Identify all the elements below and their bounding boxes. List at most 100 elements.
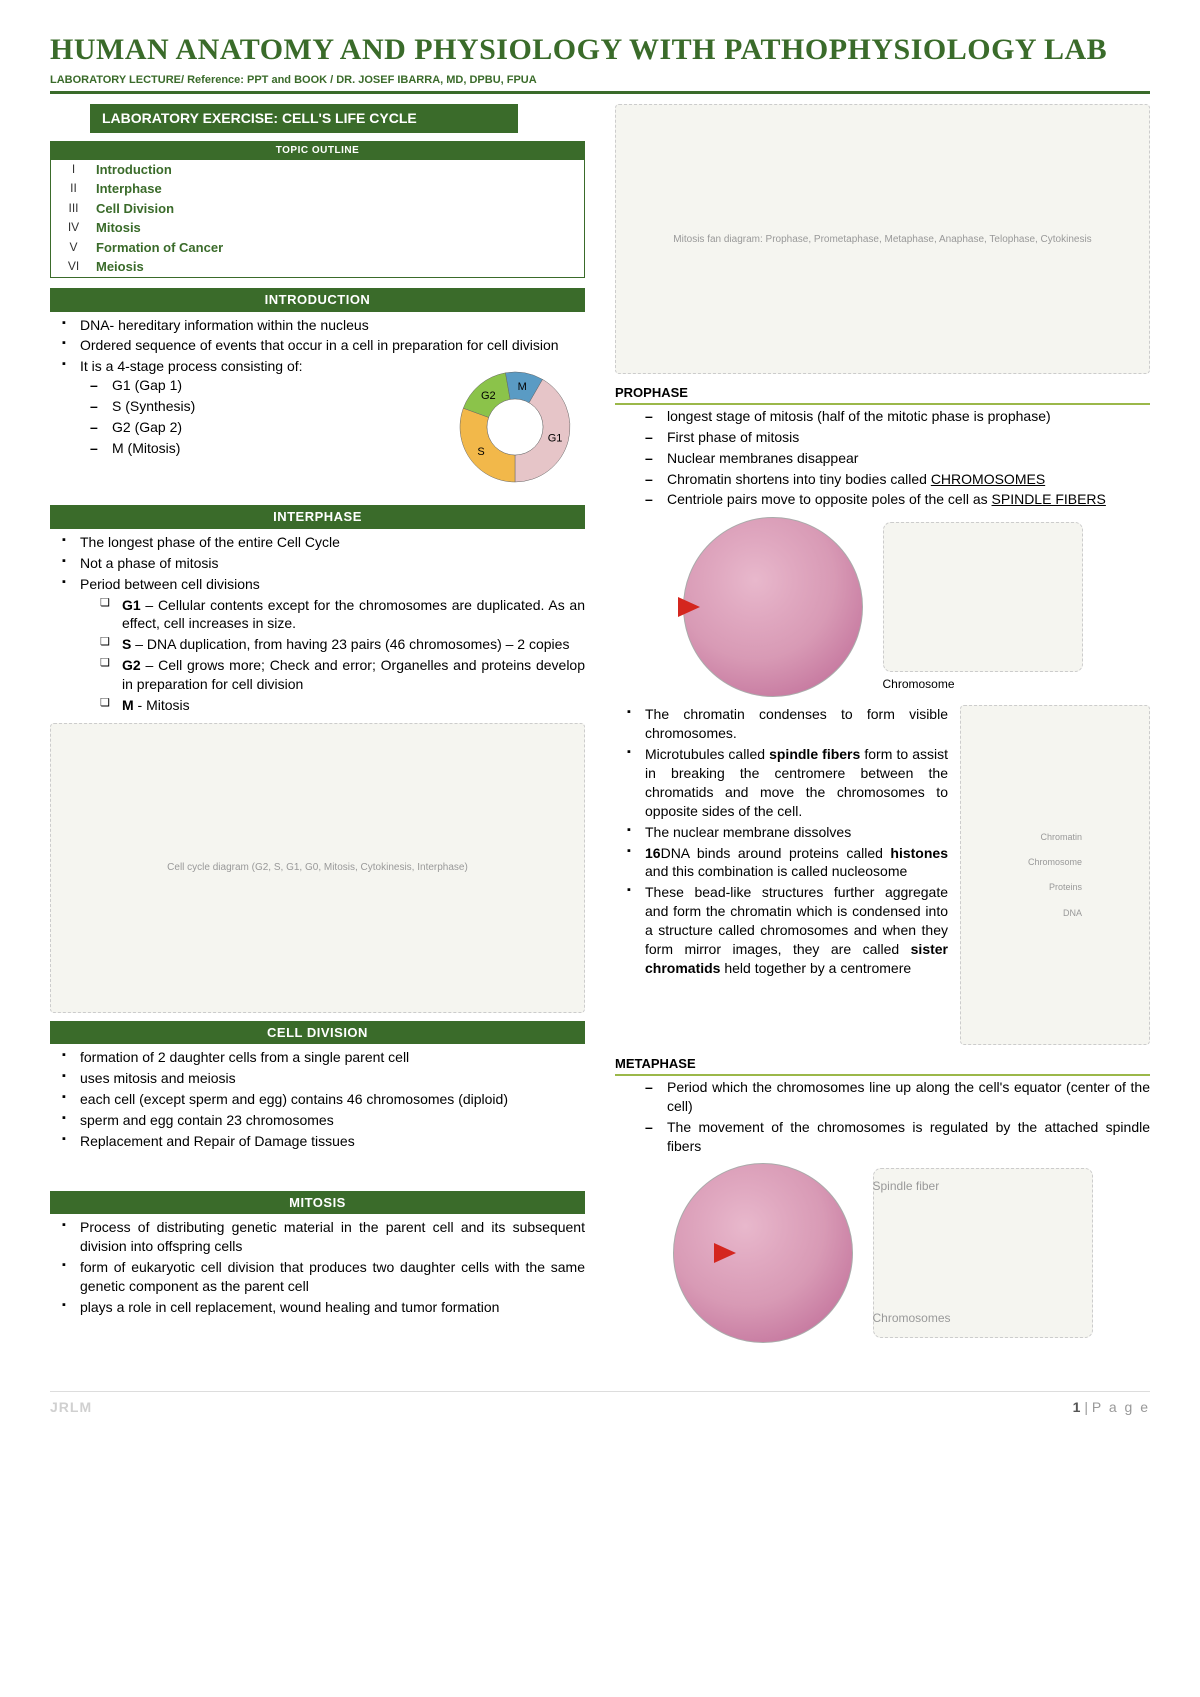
- cell-cycle-pie-chart: G1SG2M: [445, 357, 585, 497]
- prophase-dashes: longest stage of mitosis (half of the mi…: [615, 407, 1150, 509]
- exercise-banner: LABORATORY EXERCISE: CELL'S LIFE CYCLE: [90, 104, 518, 133]
- svg-text:M: M: [518, 381, 527, 393]
- interphase-subitem: G2 – Cell grows more; Check and error; O…: [100, 656, 585, 694]
- svg-text:S: S: [477, 446, 484, 458]
- chromosome-image-block: Chromosome: [883, 522, 1083, 692]
- outline-header: TOPIC OUTLINE: [51, 142, 584, 160]
- subsection-prophase-header: PROPHASE: [615, 384, 1150, 405]
- diagram-label: Chromatin: [1028, 825, 1082, 850]
- bold-term: histones: [890, 845, 948, 861]
- bold-term: 16: [645, 845, 661, 861]
- right-column: Mitosis fan diagram: Prophase, Prometaph…: [615, 104, 1150, 1351]
- red-arrow-icon: [714, 1243, 736, 1263]
- outline-topic: Formation of Cancer: [96, 239, 584, 257]
- outline-topic: Mitosis: [96, 219, 584, 237]
- diagram-label: Chromosome: [1028, 850, 1082, 875]
- list-item: First phase of mitosis: [645, 428, 1150, 447]
- interphase-subitems: G1 – Cellular contents except for the ch…: [50, 596, 585, 715]
- list-item: Microtubules called spindle fibers form …: [627, 745, 948, 821]
- text: and this combination is called nucleosom…: [645, 863, 907, 879]
- text: Chromatin shortens into tiny bodies call…: [667, 471, 931, 487]
- chromatin-structure-diagram: Chromatin Chromosome Proteins DNA: [960, 705, 1150, 1045]
- interphase-subitem: G1 – Cellular contents except for the ch…: [100, 596, 585, 634]
- list-item: Chromatin shortens into tiny bodies call…: [645, 470, 1150, 489]
- list-item: 16DNA binds around proteins called histo…: [627, 844, 948, 882]
- left-column: LABORATORY EXERCISE: CELL'S LIFE CYCLE T…: [50, 104, 585, 1351]
- image-label: Chromosomes: [873, 1310, 951, 1326]
- prophase-text-and-chromatin-diagram: The chromatin condenses to form visible …: [615, 705, 1150, 1045]
- list-item: plays a role in cell replacement, wound …: [62, 1298, 585, 1317]
- topic-outline-table: TOPIC OUTLINE IIntroductionIIInterphaseI…: [50, 141, 585, 278]
- prophase-bullets-2: The chromatin condenses to form visible …: [615, 705, 948, 979]
- section-introduction-header: INTRODUCTION: [50, 288, 585, 312]
- prophase-image-row: Chromosome: [615, 517, 1150, 697]
- bold-term: spindle fibers: [769, 746, 860, 762]
- title-underline: [50, 91, 1150, 94]
- text: These bead-like structures further aggre…: [645, 884, 948, 957]
- prophase-micrograph: [683, 517, 863, 697]
- list-item: These bead-like structures further aggre…: [627, 883, 948, 977]
- outline-topic: Introduction: [96, 161, 584, 179]
- list-item: Replacement and Repair of Damage tissues: [62, 1132, 585, 1151]
- mitosis-bullets: Process of distributing genetic material…: [50, 1218, 585, 1316]
- list-item: The chromatin condenses to form visible …: [627, 705, 948, 743]
- cell-division-bullets: formation of 2 daughter cells from a sin…: [50, 1048, 585, 1150]
- page-subtitle: LABORATORY LECTURE/ Reference: PPT and B…: [50, 73, 1150, 88]
- outline-row: IIntroduction: [51, 160, 584, 180]
- outline-roman: V: [51, 239, 96, 257]
- two-column-layout: LABORATORY EXERCISE: CELL'S LIFE CYCLE T…: [50, 104, 1150, 1351]
- intro-stage: S (Synthesis): [90, 397, 435, 416]
- outline-roman: VI: [51, 258, 96, 276]
- outline-roman: III: [51, 200, 96, 218]
- list-item: Nuclear membranes disappear: [645, 449, 1150, 468]
- list-item: Period which the chromosomes line up alo…: [645, 1078, 1150, 1116]
- interphase-subitem: S – DNA duplication, from having 23 pair…: [100, 635, 585, 654]
- list-item: The nuclear membrane dissolves: [627, 823, 948, 842]
- section-cell-division-header: CELL DIVISION: [50, 1021, 585, 1045]
- outline-row: IVMitosis: [51, 218, 584, 238]
- interphase-bullet: The longest phase of the entire Cell Cyc…: [62, 533, 585, 552]
- red-arrow-icon: [678, 597, 700, 617]
- interphase-bullet: Not a phase of mitosis: [62, 554, 585, 573]
- interphase-subitem: M - Mitosis: [100, 696, 585, 715]
- intro-stage: G2 (Gap 2): [90, 418, 435, 437]
- list-item: Centriole pairs move to opposite poles o…: [645, 490, 1150, 509]
- interphase-bullets: The longest phase of the entire Cell Cyc…: [50, 533, 585, 594]
- outline-topic: Interphase: [96, 180, 584, 198]
- metaphase-micrograph: [673, 1163, 853, 1343]
- underlined-term: CHROMOSOMES: [931, 471, 1045, 487]
- svg-text:G1: G1: [548, 433, 563, 445]
- intro-bullet-text: It is a 4-stage process consisting of:: [80, 358, 303, 374]
- chromosome-image: [883, 522, 1083, 672]
- footer-page-number: 1 | P a g e: [1073, 1398, 1150, 1417]
- image-label: Chromosome: [883, 676, 1083, 692]
- cell-cycle-diagram: Cell cycle diagram (G2, S, G1, G0, Mitos…: [50, 723, 585, 1013]
- page-main-title: HUMAN ANATOMY AND PHYSIOLOGY WITH PATHOP…: [50, 30, 1150, 71]
- outline-row: IIICell Division: [51, 199, 584, 219]
- interphase-bullet: Period between cell divisions: [62, 575, 585, 594]
- intro-bullet: DNA- hereditary information within the n…: [62, 316, 585, 335]
- page-number: 1: [1073, 1399, 1081, 1415]
- list-item: Process of distributing genetic material…: [62, 1218, 585, 1256]
- text: Centriole pairs move to opposite poles o…: [667, 491, 992, 507]
- diagram-caption: Mitosis fan diagram: Prophase, Prometaph…: [673, 233, 1091, 247]
- diagram-label: DNA: [1028, 901, 1082, 926]
- metaphase-cell-image: Spindle fiber Chromosomes: [873, 1168, 1093, 1338]
- outline-topic: Meiosis: [96, 258, 584, 276]
- outline-roman: I: [51, 161, 96, 179]
- diagram-caption: Cell cycle diagram (G2, S, G1, G0, Mitos…: [167, 861, 468, 875]
- outline-roman: II: [51, 180, 96, 198]
- outline-row: IIInterphase: [51, 179, 584, 199]
- subsection-metaphase-header: METAPHASE: [615, 1055, 1150, 1076]
- underlined-term: SPINDLE FIBERS: [992, 491, 1106, 507]
- image-label: Spindle fiber: [873, 1178, 940, 1194]
- outline-row: VFormation of Cancer: [51, 238, 584, 258]
- section-interphase-header: INTERPHASE: [50, 505, 585, 529]
- list-item: The movement of the chromosomes is regul…: [645, 1118, 1150, 1156]
- outline-topic: Cell Division: [96, 200, 584, 218]
- footer-author: JRLM: [50, 1398, 92, 1417]
- intro-stage: M (Mitosis): [90, 439, 435, 458]
- text: DNA binds around proteins called: [661, 845, 891, 861]
- text: Microtubules called: [645, 746, 769, 762]
- metaphase-image-row: Spindle fiber Chromosomes: [615, 1163, 1150, 1343]
